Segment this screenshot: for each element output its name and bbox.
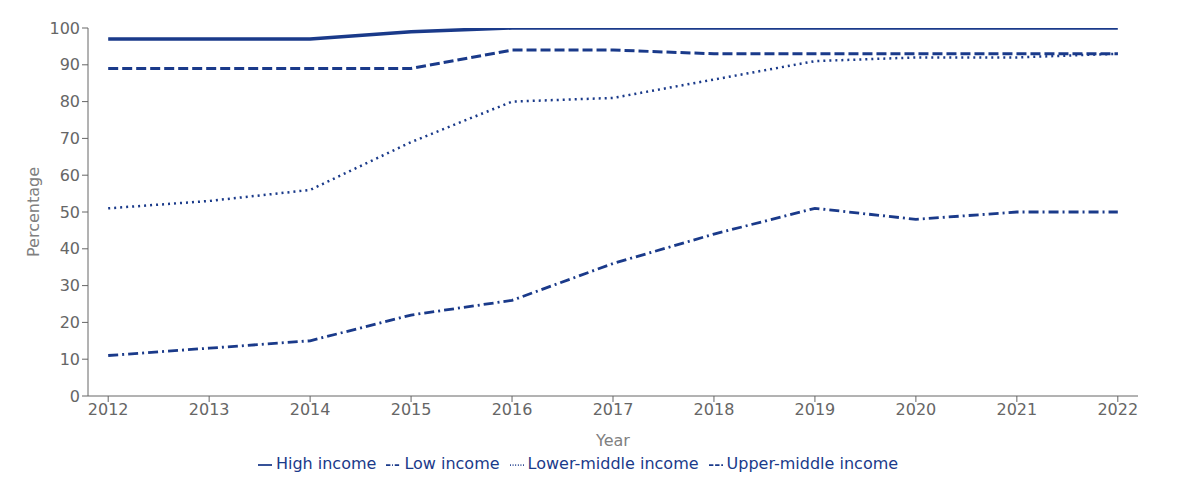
svg-text:100: 100 [49,19,80,38]
svg-text:80: 80 [60,92,80,111]
svg-text:10: 10 [60,350,80,369]
html-text:Low income: Low income [404,454,500,473]
svg-text:70: 70 [60,129,80,148]
svg-text:50: 50 [60,203,80,222]
svg-text:2017: 2017 [593,400,634,419]
html-text:Upper-middle income: Upper-middle income [726,454,899,473]
html-text:Lower-middle income: Lower-middle income [527,454,699,473]
svg-text:30: 30 [60,276,80,295]
svg-text:2013: 2013 [189,400,230,419]
svg-text:2020: 2020 [896,400,937,419]
svg-text:2014: 2014 [290,400,331,419]
svg-text:0: 0 [70,387,80,406]
svg-text:2021: 2021 [996,400,1037,419]
svg-text:60: 60 [60,166,80,185]
svg-text:40: 40 [60,239,80,258]
svg-text:2012: 2012 [88,400,129,419]
html-text:High income: High income [275,454,377,473]
svg-text:Year: Year [595,431,630,450]
svg-text:Percentage: Percentage [24,167,43,257]
svg-text:2018: 2018 [694,400,735,419]
svg-text:90: 90 [60,55,80,74]
svg-text:2016: 2016 [492,400,533,419]
svg-text:2015: 2015 [391,400,432,419]
svg-text:20: 20 [60,313,80,332]
svg-text:2019: 2019 [795,400,836,419]
svg-text:2022: 2022 [1097,400,1138,419]
